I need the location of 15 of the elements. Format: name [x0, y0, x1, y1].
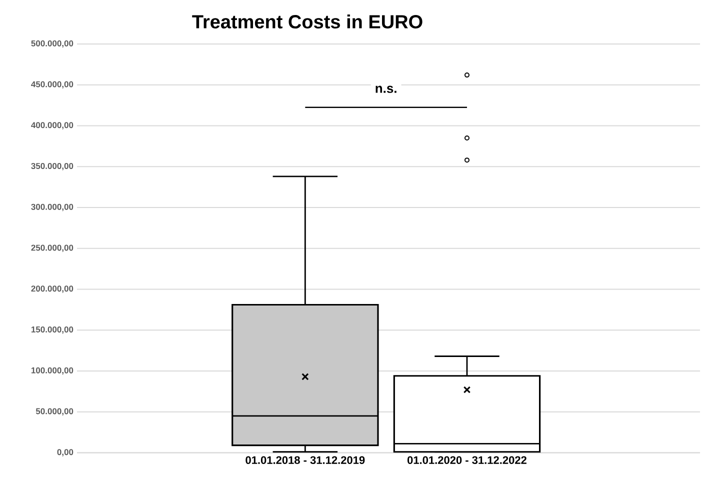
chart-title: Treatment Costs in EURO	[192, 14, 422, 28]
y-tick-label: 250.000,00	[31, 244, 74, 252]
y-tick-label: 500.000,00	[31, 40, 74, 48]
y-tick-label: 150.000,00	[31, 326, 74, 334]
y-tick-label: 300.000,00	[31, 204, 74, 212]
annotation: n.s.	[376, 86, 396, 93]
y-tick-label: 350.000,00	[31, 162, 74, 170]
y-tick-label: 100.000,00	[31, 367, 74, 375]
y-tick-label: 400.000,00	[31, 122, 74, 130]
y-tick-label: 450.000,00	[31, 81, 74, 88]
y-tick-label: 0,00	[57, 449, 74, 456]
x-tick-label: 01.01.2020 - 31.12.2022	[407, 456, 526, 464]
y-tick-label: 200.000,00	[31, 286, 74, 293]
x-tick-label: 01.01.2018 - 31.12.2019	[246, 456, 365, 464]
y-tick-label: 50.000,00	[36, 408, 74, 416]
